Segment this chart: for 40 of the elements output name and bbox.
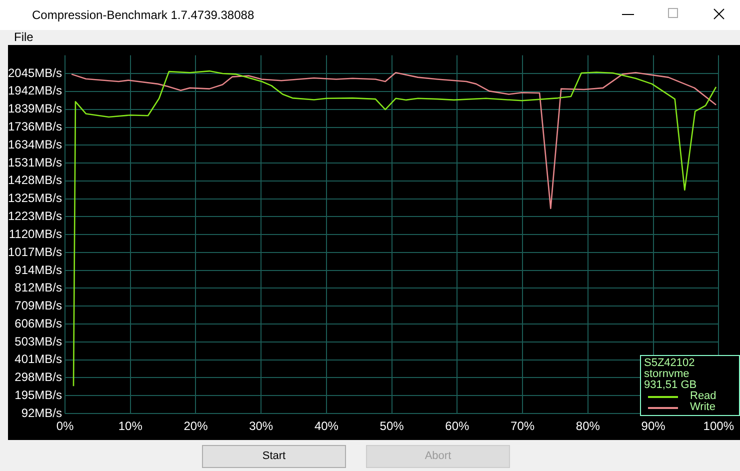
y-tick-label: 1325MB/s [8, 191, 62, 206]
y-tick-label: 401MB/s [14, 352, 62, 366]
x-tick-label: 80% [576, 419, 600, 434]
x-tick-label: 40% [314, 419, 339, 434]
y-tick-label: 1531MB/s [8, 155, 62, 170]
chart-title: Compression-Benchmark 1.7.4739.38088 [32, 8, 254, 22]
annotation: 931,51 GB [644, 379, 698, 391]
y-tick-label: 503MB/s [14, 334, 62, 348]
annotation: S5Z42102 [644, 357, 696, 369]
x-tick-label: 60% [445, 419, 470, 434]
y-tick-label: 1839MB/s [8, 102, 62, 116]
x-tick-label: 100% [703, 419, 734, 434]
annotation: stornvme [644, 368, 690, 380]
y-tick-label: 1942MB/s [8, 84, 62, 98]
y-tick-label: 1120MB/s [8, 226, 62, 241]
y-tick-label: 606MB/s [14, 316, 62, 330]
legend-label: Write [690, 401, 716, 413]
y-tick-label: 1017MB/s [8, 244, 62, 259]
text: Abort [366, 445, 510, 468]
y-tick-label: 2045MB/s [8, 66, 62, 80]
y-tick-label: 1736MB/s [8, 120, 62, 134]
x-tick-label: 30% [249, 419, 274, 434]
legend-label: Read [690, 390, 716, 402]
x-tick-label: 20% [184, 419, 208, 434]
y-tick-label: 1428MB/s [8, 173, 62, 188]
y-tick-label: 709MB/s [14, 298, 62, 312]
x-tick-label: 0% [56, 419, 74, 434]
y-tick-label: 1223MB/s [8, 208, 62, 223]
x-tick-label: 90% [641, 419, 666, 434]
y-tick-label: 914MB/s [14, 262, 62, 277]
y-tick-label: 92MB/s [21, 406, 62, 420]
x-tick-label: 50% [380, 419, 404, 434]
x-tick-label: 10% [118, 419, 143, 434]
y-tick-label: 195MB/s [14, 388, 62, 402]
text: Start [202, 445, 346, 468]
y-tick-label: 298MB/s [14, 370, 62, 384]
y-tick-label: 1634MB/s [8, 137, 62, 152]
y-tick-label: 812MB/s [14, 280, 62, 295]
x-tick-label: 70% [510, 419, 535, 434]
text: File [14, 30, 34, 44]
